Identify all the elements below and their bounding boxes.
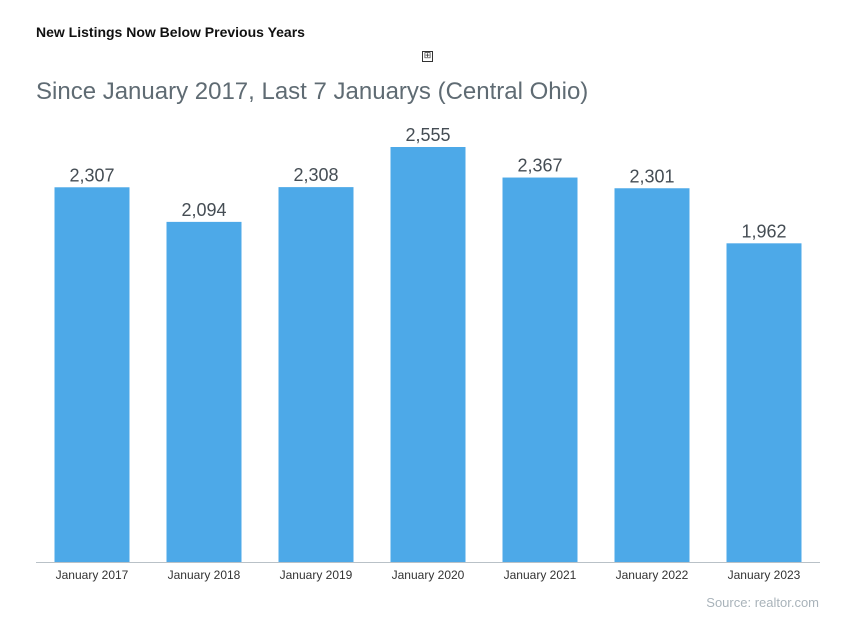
move-handle-icon[interactable]: ⊞ — [422, 51, 433, 62]
value-label-3: 2,555 — [405, 125, 450, 145]
value-label-2: 2,308 — [293, 165, 338, 185]
bar-6 — [726, 243, 802, 563]
x-tick-label-2: January 2019 — [280, 568, 353, 582]
chart-heading: New Listings Now Below Previous Years — [36, 24, 305, 40]
bar-5 — [614, 188, 690, 563]
x-tick-label-6: January 2023 — [728, 568, 801, 582]
x-tick-label-5: January 2022 — [616, 568, 689, 582]
value-label-1: 2,094 — [181, 200, 226, 220]
value-label-5: 2,301 — [629, 166, 674, 186]
bar-2 — [278, 187, 354, 562]
value-label-4: 2,367 — [517, 156, 562, 176]
x-tick-label-4: January 2021 — [504, 568, 577, 582]
bar-3 — [390, 147, 466, 562]
chart-subtitle: Since January 2017, Last 7 Januarys (Cen… — [36, 78, 589, 105]
value-label-0: 2,307 — [69, 165, 114, 185]
value-label-6: 1,962 — [741, 221, 786, 241]
bar-0 — [54, 187, 130, 562]
x-tick-label-1: January 2018 — [168, 568, 241, 582]
source-note: Source: realtor.com — [706, 595, 819, 610]
bar-4 — [502, 177, 578, 563]
bar-1 — [166, 221, 242, 562]
x-tick-label-0: January 2017 — [56, 568, 129, 582]
x-tick-label-3: January 2020 — [392, 568, 465, 582]
